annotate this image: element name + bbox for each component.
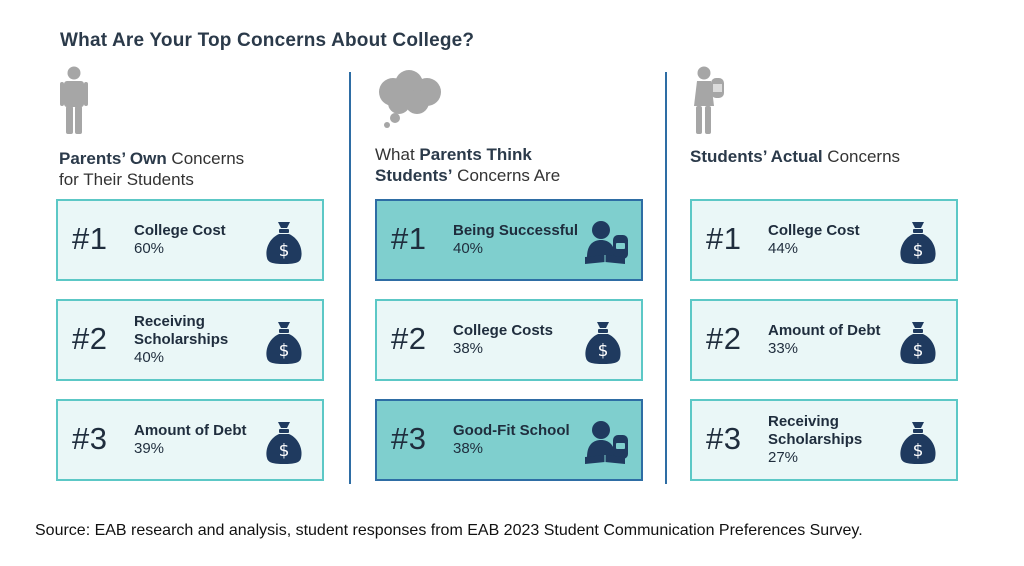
rank-label: #2 [391, 321, 427, 356]
money-bag-icon: $ [266, 422, 302, 464]
concern-percent: 40% [134, 349, 165, 366]
rank-label: #1 [391, 221, 427, 256]
concern-card: #3 Receiving Scholarships 27% $ [690, 399, 958, 481]
concern-percent: 38% [453, 440, 484, 457]
concern-label: Amount of Debt [768, 322, 881, 339]
money-bag-icon: $ [266, 322, 302, 364]
money-bag-icon: $ [585, 322, 621, 364]
concern-label: Amount of Debt [134, 422, 247, 439]
money-bag-icon: $ [900, 222, 936, 264]
concern-card-highlighted: #1 Being Successful 40% [375, 199, 643, 281]
concern-percent: 38% [453, 340, 484, 357]
concern-label: College Cost [768, 222, 860, 239]
svg-text:$: $ [913, 241, 924, 261]
student-backpack-icon [694, 66, 724, 134]
person-icon [60, 66, 88, 134]
rank-label: #1 [706, 221, 742, 256]
concern-percent: 33% [768, 340, 799, 357]
svg-text:$: $ [279, 241, 290, 261]
concern-card: #1 College Cost 60% $ [56, 199, 324, 281]
concern-label: Receiving Scholarships [768, 413, 863, 448]
concern-card-highlighted: #3 Good-Fit School 38% [375, 399, 643, 481]
concern-percent: 40% [453, 240, 484, 257]
money-bag-icon: $ [266, 222, 302, 264]
svg-text:$: $ [598, 341, 609, 361]
money-bag-icon: $ [900, 422, 936, 464]
concern-percent: 44% [768, 240, 799, 257]
column-parents-own: Parents’ Own Concerns for Their Students… [56, 0, 328, 566]
concern-label: Being Successful [453, 222, 579, 239]
thought-cloud-icon [379, 70, 441, 128]
column-students-actual: Students’ Actual Concerns #1 College Cos… [690, 0, 962, 566]
rank-label: #3 [391, 421, 427, 456]
page-title: What Are Your Top Concerns About College… [60, 30, 475, 51]
concern-label: Good-Fit School [453, 422, 570, 439]
concern-card: #3 Amount of Debt 39% $ [56, 399, 324, 481]
svg-text:$: $ [279, 441, 290, 461]
svg-text:$: $ [913, 441, 924, 461]
concern-label: College Costs [453, 322, 554, 339]
concern-label: Receiving Scholarships [134, 313, 229, 348]
svg-text:$: $ [279, 341, 290, 361]
column-heading: Students’ Actual Concerns [690, 147, 901, 166]
concern-card: #2 Receiving Scholarships 40% $ [56, 299, 324, 381]
column-divider [665, 72, 667, 484]
concern-card: #2 Amount of Debt 33% $ [690, 299, 958, 381]
column-parents-think: What Parents Think Students’ Concerns Ar… [375, 0, 647, 566]
column-heading: Parents’ Own Concerns for Their Students [59, 149, 245, 189]
concern-percent: 39% [134, 440, 165, 457]
student-reading-icon [585, 421, 628, 464]
rank-label: #1 [72, 221, 108, 256]
svg-text:$: $ [913, 341, 924, 361]
column-divider [349, 72, 351, 484]
rank-label: #2 [72, 321, 108, 356]
concern-card: #2 College Costs 38% $ [375, 299, 643, 381]
concern-card: #1 College Cost 44% $ [690, 199, 958, 281]
rank-label: #3 [72, 421, 108, 456]
concern-percent: 27% [768, 449, 799, 466]
student-reading-icon [585, 221, 628, 264]
rank-label: #2 [706, 321, 742, 356]
concern-label: College Cost [134, 222, 226, 239]
concern-percent: 60% [134, 240, 165, 257]
source-note: Source: EAB research and analysis, stude… [35, 522, 863, 539]
rank-label: #3 [706, 421, 742, 456]
money-bag-icon: $ [900, 322, 936, 364]
column-heading: What Parents Think Students’ Concerns Ar… [375, 145, 561, 185]
